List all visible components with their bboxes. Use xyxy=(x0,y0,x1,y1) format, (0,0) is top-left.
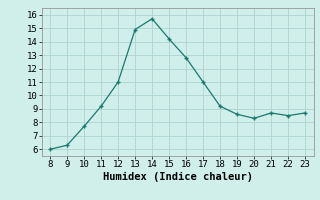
X-axis label: Humidex (Indice chaleur): Humidex (Indice chaleur) xyxy=(103,172,252,182)
